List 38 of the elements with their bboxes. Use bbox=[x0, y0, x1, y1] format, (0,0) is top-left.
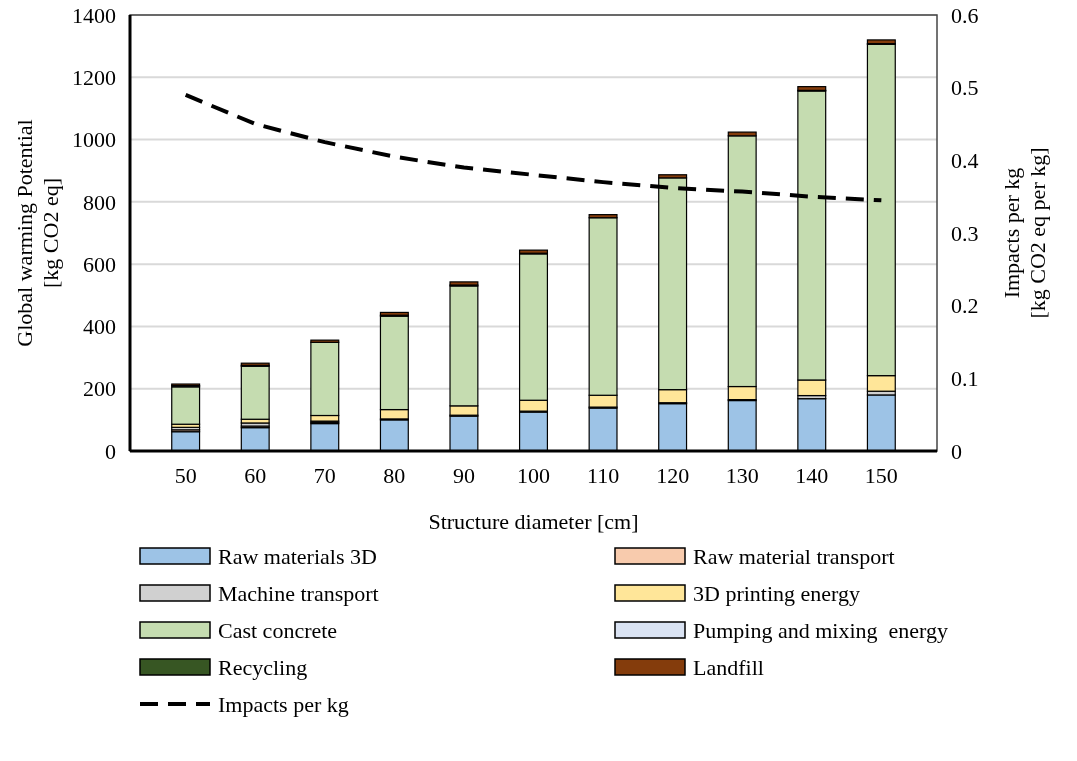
x-tick-label: 60 bbox=[244, 463, 267, 488]
y2-tick-label: 0.1 bbox=[951, 366, 979, 392]
y-tick-label: 1200 bbox=[72, 64, 116, 90]
x-tick-label: 140 bbox=[795, 463, 829, 488]
x-tick-label: 120 bbox=[656, 463, 690, 488]
legend-label: Recycling bbox=[218, 654, 308, 680]
x-tick-label: 90 bbox=[452, 463, 475, 488]
legend-label: Raw materials 3D bbox=[218, 543, 377, 569]
y-tick-label: 1000 bbox=[72, 127, 116, 153]
y-tick-label: 200 bbox=[83, 376, 116, 402]
x-axis-title: Structure diameter [cm] bbox=[428, 509, 639, 534]
y2-axis-title: Impacts per kg [kg CO2 eq per kg] bbox=[999, 147, 1050, 319]
legend-label: Machine transport bbox=[218, 580, 379, 606]
legend-label: Impacts per kg bbox=[218, 691, 349, 717]
y-axis-title: Global warming Potential [kg CO2 eq] bbox=[12, 119, 63, 347]
y2-tick-label: 0.2 bbox=[951, 293, 979, 319]
legend-label: Pumping and mixing energy bbox=[693, 617, 949, 643]
y-tick-label: 1400 bbox=[72, 2, 116, 28]
x-tick-label: 150 bbox=[864, 463, 898, 488]
legend-label: Raw material transport bbox=[693, 543, 895, 569]
y2-tick-label: 0.4 bbox=[951, 148, 979, 174]
x-tick-label: 100 bbox=[517, 463, 550, 488]
y-tick-label: 400 bbox=[83, 314, 116, 340]
y-tick-label: 600 bbox=[83, 251, 116, 277]
x-tick-label: 130 bbox=[725, 463, 759, 488]
y2-tick-label: 0.5 bbox=[951, 75, 979, 101]
legend-label: 3D printing energy bbox=[693, 580, 861, 606]
x-tick-label: 50 bbox=[174, 463, 197, 488]
legend-label: Cast concrete bbox=[218, 617, 338, 643]
legend-label: Landfill bbox=[693, 654, 764, 680]
y2-tick-label: 0.3 bbox=[951, 220, 979, 246]
x-tick-label: 110 bbox=[586, 463, 620, 488]
y-tick-label: 800 bbox=[83, 189, 116, 215]
x-tick-label: 80 bbox=[383, 463, 406, 488]
y2-tick-label: 0.6 bbox=[951, 2, 979, 28]
y-tick-label: 0 bbox=[105, 438, 116, 464]
x-tick-label: 70 bbox=[313, 463, 336, 488]
y2-tick-label: 0 bbox=[951, 438, 962, 464]
